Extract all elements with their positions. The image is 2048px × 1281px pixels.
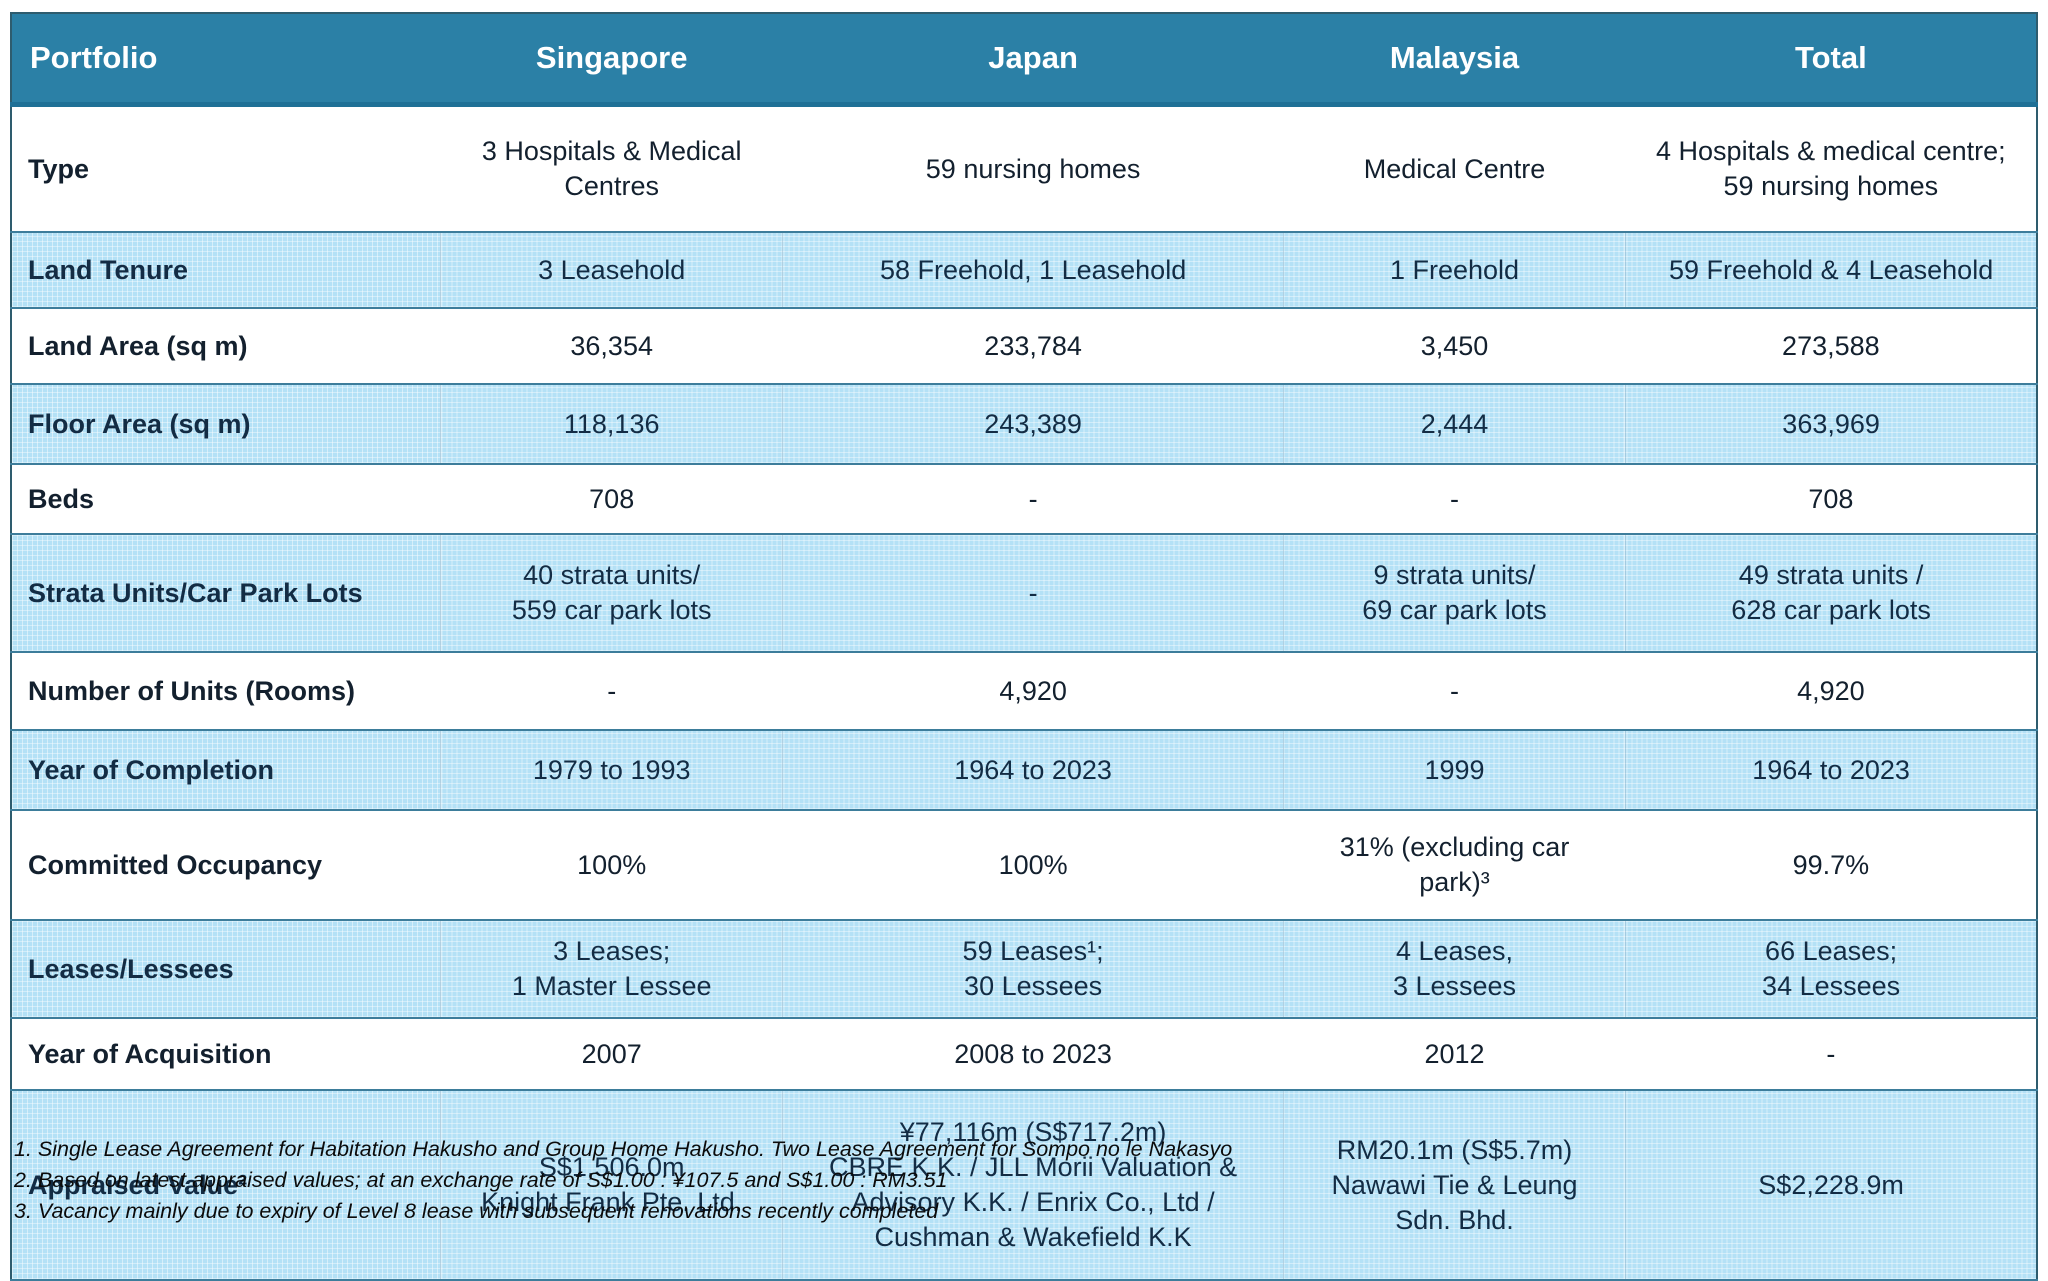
value-cell: 100% — [782, 810, 1284, 920]
value-cell: - — [782, 533, 1284, 653]
value-cell: 3 Hospitals & Medical Centres — [440, 104, 783, 232]
value-cell: 3 Leases; 1 Master Lessee — [439, 919, 783, 1019]
table-row: Number of Units (Rooms) -4,920-4,920 — [11, 652, 2037, 730]
value-cell: 1964 to 2023 — [1625, 729, 2037, 811]
row-label-cell: Beds — [11, 464, 441, 534]
value-cell: 59 Leases¹; 30 Lessees — [782, 919, 1284, 1019]
header-cell-singapore: Singapore — [440, 13, 783, 107]
row-label-cell: Type — [11, 104, 441, 232]
value-cell: - — [1283, 464, 1626, 534]
value-cell: 1964 to 2023 — [782, 729, 1284, 811]
value-cell: 363,969 — [1625, 383, 2037, 465]
value-cell: 4 Hospitals & medical centre; 59 nursing… — [1625, 104, 2037, 232]
header-row: Portfolio Singapore Japan Malaysia Total — [11, 13, 2037, 107]
value-cell: 708 — [1625, 464, 2037, 534]
value-cell: 1 Freehold — [1282, 231, 1626, 309]
header-cell-portfolio: Portfolio — [11, 13, 441, 107]
table-row: Leases/Lessees 3 Leases; 1 Master Lessee 5… — [11, 919, 2037, 1019]
value-cell: Medical Centre — [1283, 104, 1626, 232]
portfolio-summary-page: Portfolio Singapore Japan Malaysia Total Typ… — [10, 12, 2038, 1281]
value-cell: 2007 — [440, 1018, 783, 1090]
row-label-cell: Year of Acquisition — [11, 1018, 441, 1090]
value-cell: 49 strata units / 628 car park lots — [1625, 533, 2037, 653]
value-cell: 66 Leases; 34 Lessees — [1625, 919, 2037, 1019]
table-row: Year of Acquisition 2007 2008 to 2023 2012- — [11, 1018, 2037, 1090]
table-header: Portfolio Singapore Japan Malaysia Total — [11, 13, 2037, 107]
row-label-cell: Land Area (sq m) — [11, 308, 441, 384]
row-label-cell: Year of Completion — [11, 729, 441, 811]
value-cell: 3,450 — [1283, 308, 1626, 384]
table-row: Land Area (sq m) 36,354 233,784 3,450 273,58… — [11, 308, 2037, 384]
value-cell: 2012 — [1283, 1018, 1626, 1090]
value-cell: 243,389 — [782, 383, 1284, 465]
value-cell: 4 Leases, 3 Lessees — [1282, 919, 1626, 1019]
header-cell-japan: Japan — [782, 13, 1284, 107]
value-cell: 4,920 — [1625, 652, 2037, 730]
row-label-cell: Leases/Lessees — [11, 919, 441, 1019]
value-cell: 4,920 — [782, 652, 1284, 730]
footnotes: 1. Single Lease Agreement for Habitation… — [14, 1134, 1914, 1228]
footnote-item: 2. Based on latest appraised values; at … — [14, 1168, 948, 1193]
value-cell: - — [1625, 1018, 2037, 1090]
table-row: Beds 708- -708 — [11, 464, 2037, 534]
value-cell: 3 Leasehold — [439, 231, 783, 309]
value-cell: 273,588 — [1625, 308, 2037, 384]
table-row: Type 3 Hospitals & Medical Centres 59 nurs… — [11, 104, 2037, 232]
value-cell: 233,784 — [782, 308, 1284, 384]
footnote-item: 3. Vacancy mainly due to expiry of Level… — [14, 1199, 939, 1224]
table-row: Floor Area (sq m) 118,136 243,389 2,444 363,… — [11, 383, 2037, 465]
value-cell: 9 strata units/ 69 car park lots — [1282, 533, 1626, 653]
portfolio-table: Portfolio Singapore Japan Malaysia Total Typ… — [10, 12, 2038, 1281]
row-label-cell: Number of Units (Rooms) — [11, 652, 441, 730]
footnote-item: 1. Single Lease Agreement for Habitation… — [14, 1137, 1233, 1161]
value-cell: - — [782, 464, 1284, 534]
value-cell: 1979 to 1993 — [439, 729, 783, 811]
value-cell: 1999 — [1282, 729, 1626, 811]
table-body: Type 3 Hospitals & Medical Centres 59 nurs… — [11, 104, 2037, 1281]
value-cell: 100% — [440, 810, 783, 920]
header-cell-total: Total — [1625, 13, 2037, 107]
table-row: Year of Completion 1979 to 1993 1964 to 20… — [11, 729, 2037, 811]
value-cell: 58 Freehold, 1 Leasehold — [782, 231, 1284, 309]
row-label-cell: Land Tenure — [11, 231, 441, 309]
table-row: Strata Units/Car Park Lots 40 strata unit… — [11, 533, 2037, 653]
header-cell-malaysia: Malaysia — [1283, 13, 1626, 107]
value-cell: - — [440, 652, 783, 730]
value-cell: 708 — [440, 464, 783, 534]
value-cell: 59 nursing homes — [782, 104, 1284, 232]
value-cell: 99.7% — [1625, 810, 2037, 920]
value-cell: - — [1283, 652, 1626, 730]
value-cell: 31% (excluding car park)³ — [1283, 810, 1626, 920]
value-cell: 2,444 — [1282, 383, 1626, 465]
table-row: Land Tenure 3 Leasehold 58 Freehold, 1 Lea… — [11, 231, 2037, 309]
value-cell: 59 Freehold & 4 Leasehold — [1625, 231, 2037, 309]
value-cell: 40 strata units/ 559 car park lots — [439, 533, 783, 653]
value-cell: 2008 to 2023 — [782, 1018, 1284, 1090]
row-label-cell: Committed Occupancy — [11, 810, 441, 920]
table-row: Committed Occupancy 100% 100% 31% (excludin… — [11, 810, 2037, 920]
value-cell: 118,136 — [439, 383, 783, 465]
row-label-cell: Floor Area (sq m) — [11, 383, 441, 465]
row-label-cell: Strata Units/Car Park Lots — [11, 533, 441, 653]
value-cell: 36,354 — [440, 308, 783, 384]
